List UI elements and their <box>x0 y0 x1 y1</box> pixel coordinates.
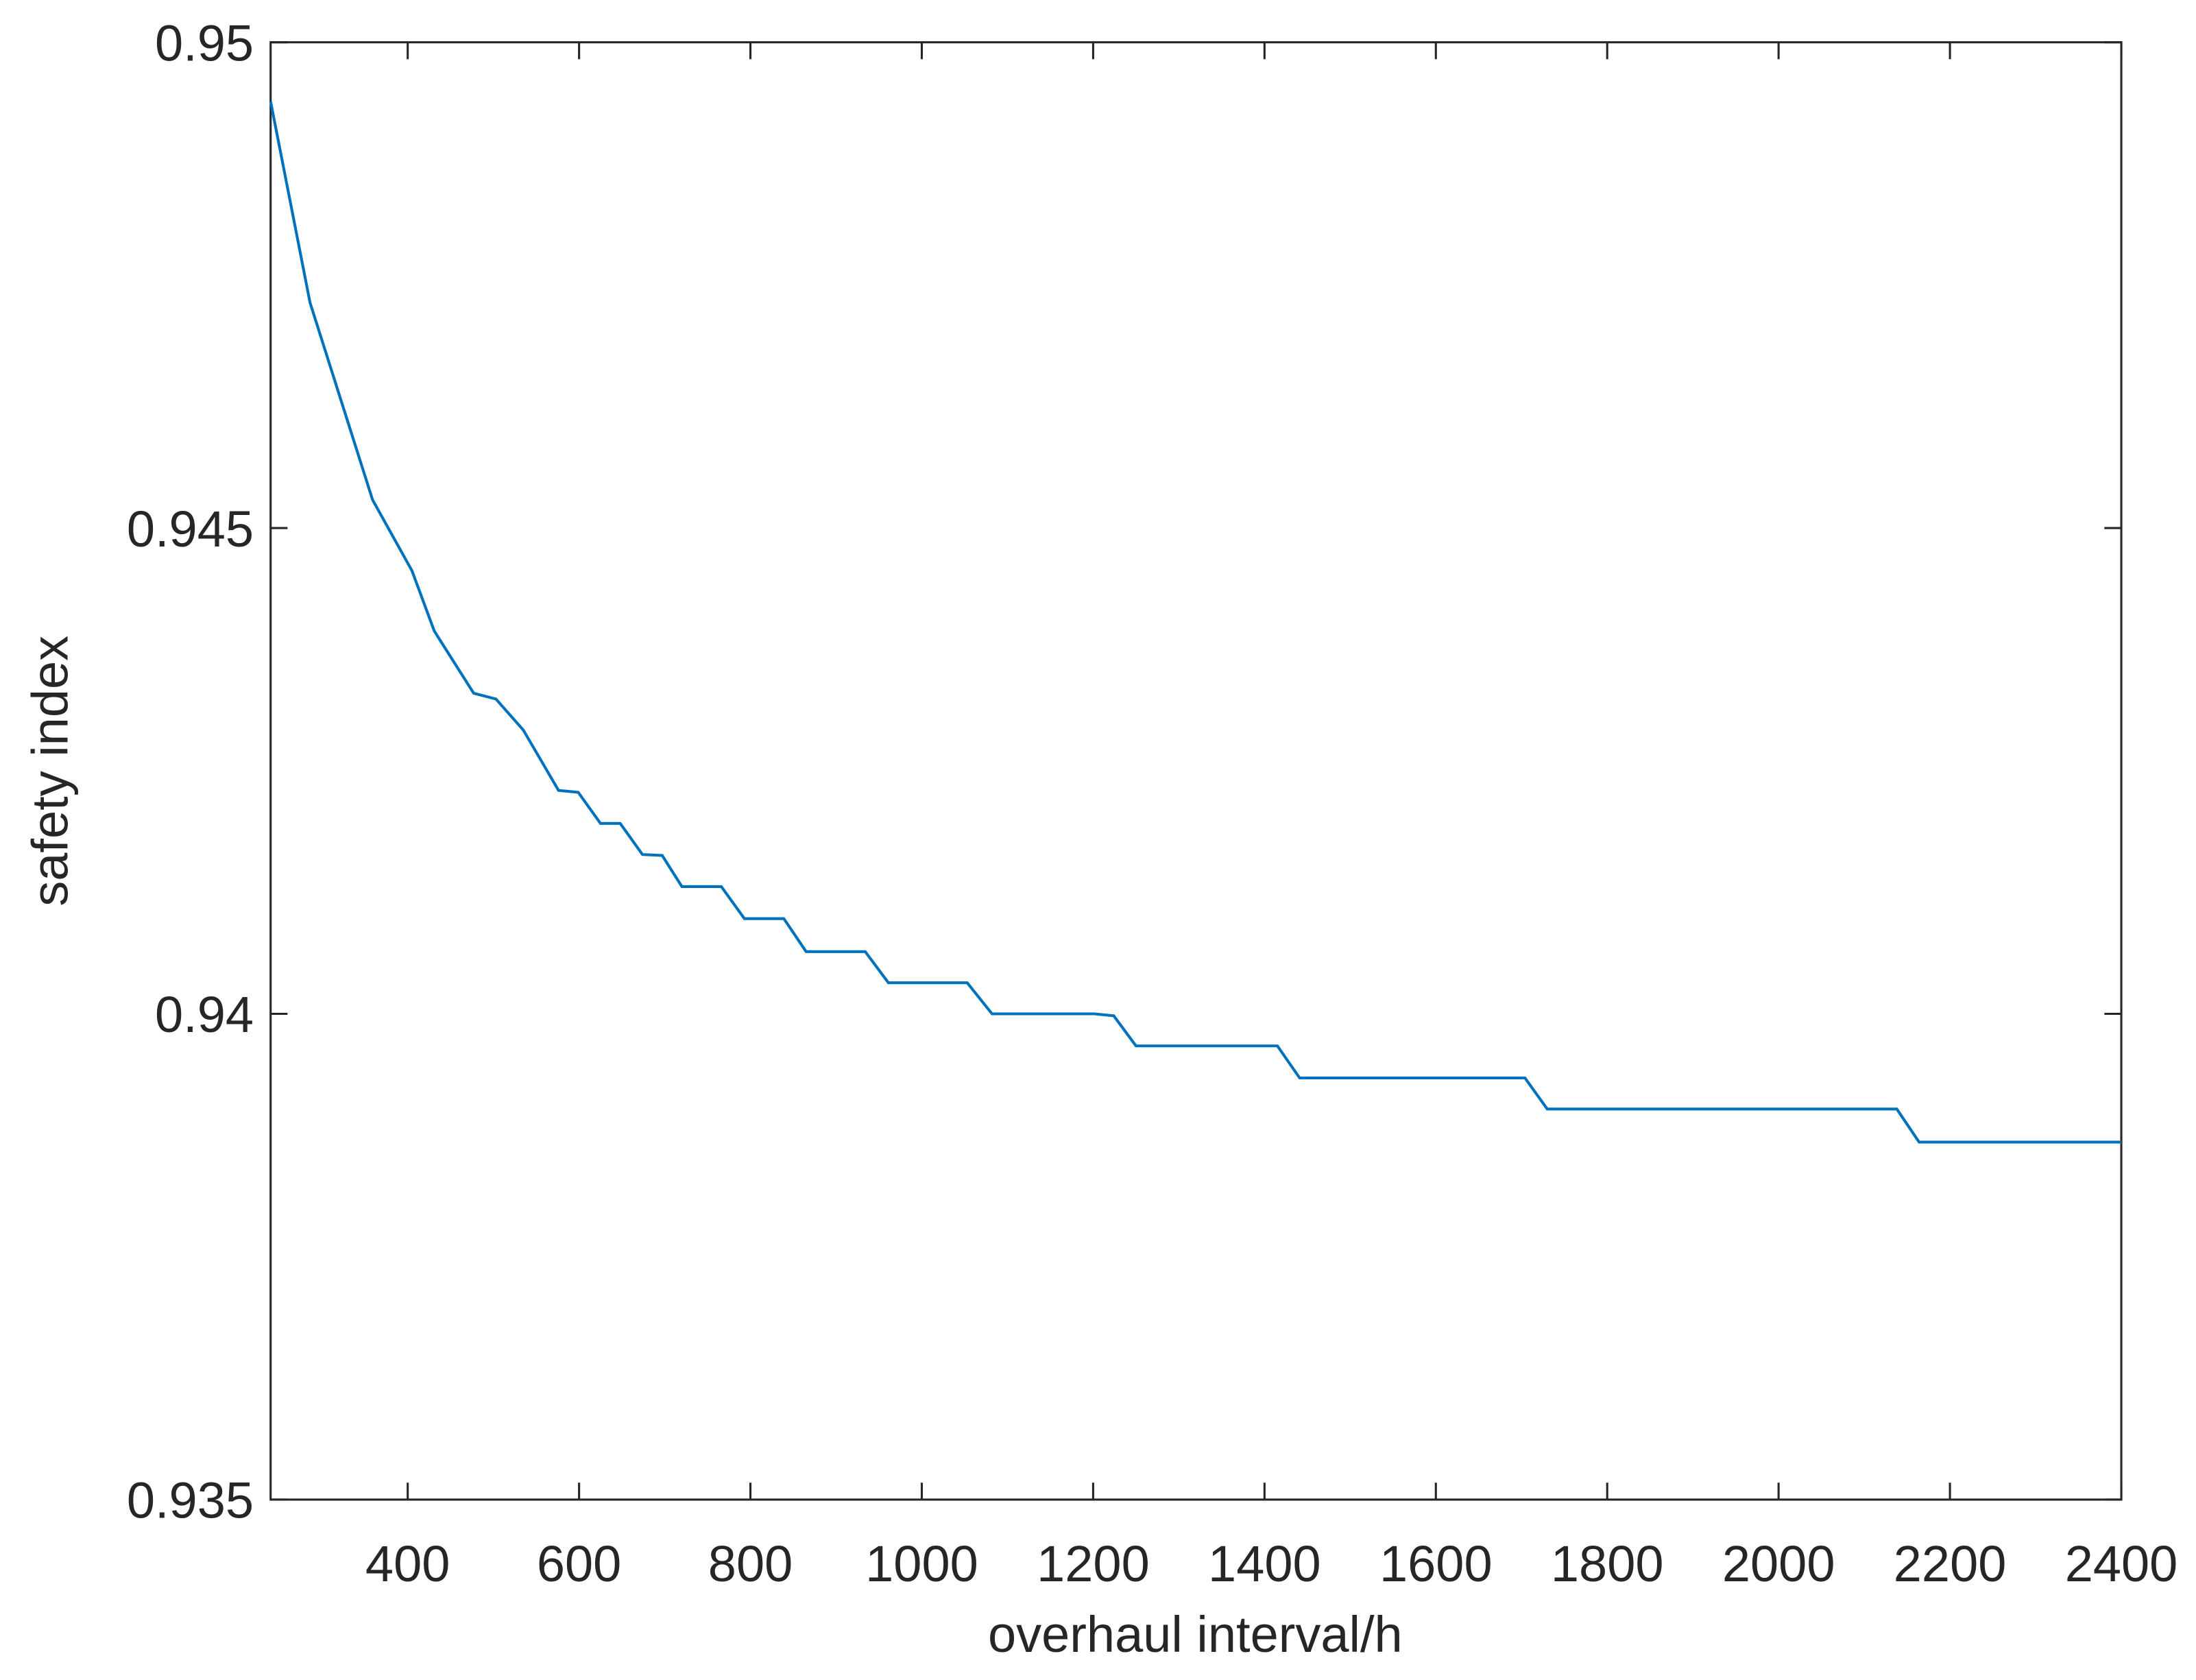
x-tick-label: 1000 <box>865 1535 978 1592</box>
y-tick-label: 0.94 <box>155 986 254 1043</box>
x-tick-label: 1800 <box>1551 1535 1664 1592</box>
x-tick-label: 2000 <box>1722 1535 1835 1592</box>
x-tick-label: 400 <box>365 1535 450 1592</box>
x-tick-label: 1600 <box>1379 1535 1493 1592</box>
plot-frame <box>269 41 2123 1501</box>
y-axis-label: safety index <box>22 636 79 907</box>
x-tick-label: 1400 <box>1208 1535 1321 1592</box>
y-tick-label: 0.935 <box>127 1472 254 1529</box>
x-tick-label: 2200 <box>1894 1535 2007 1592</box>
x-tick-label: 1200 <box>1037 1535 1150 1592</box>
x-tick-label: 600 <box>537 1535 621 1592</box>
data-line <box>269 101 2122 1144</box>
x-tick-label: 800 <box>708 1535 793 1592</box>
y-tick-label: 0.945 <box>127 501 254 557</box>
x-axis-label: overhaul interval/h <box>988 1606 1403 1663</box>
y-tick-label: 0.95 <box>155 14 254 71</box>
x-tick-label: 2400 <box>2065 1535 2178 1592</box>
